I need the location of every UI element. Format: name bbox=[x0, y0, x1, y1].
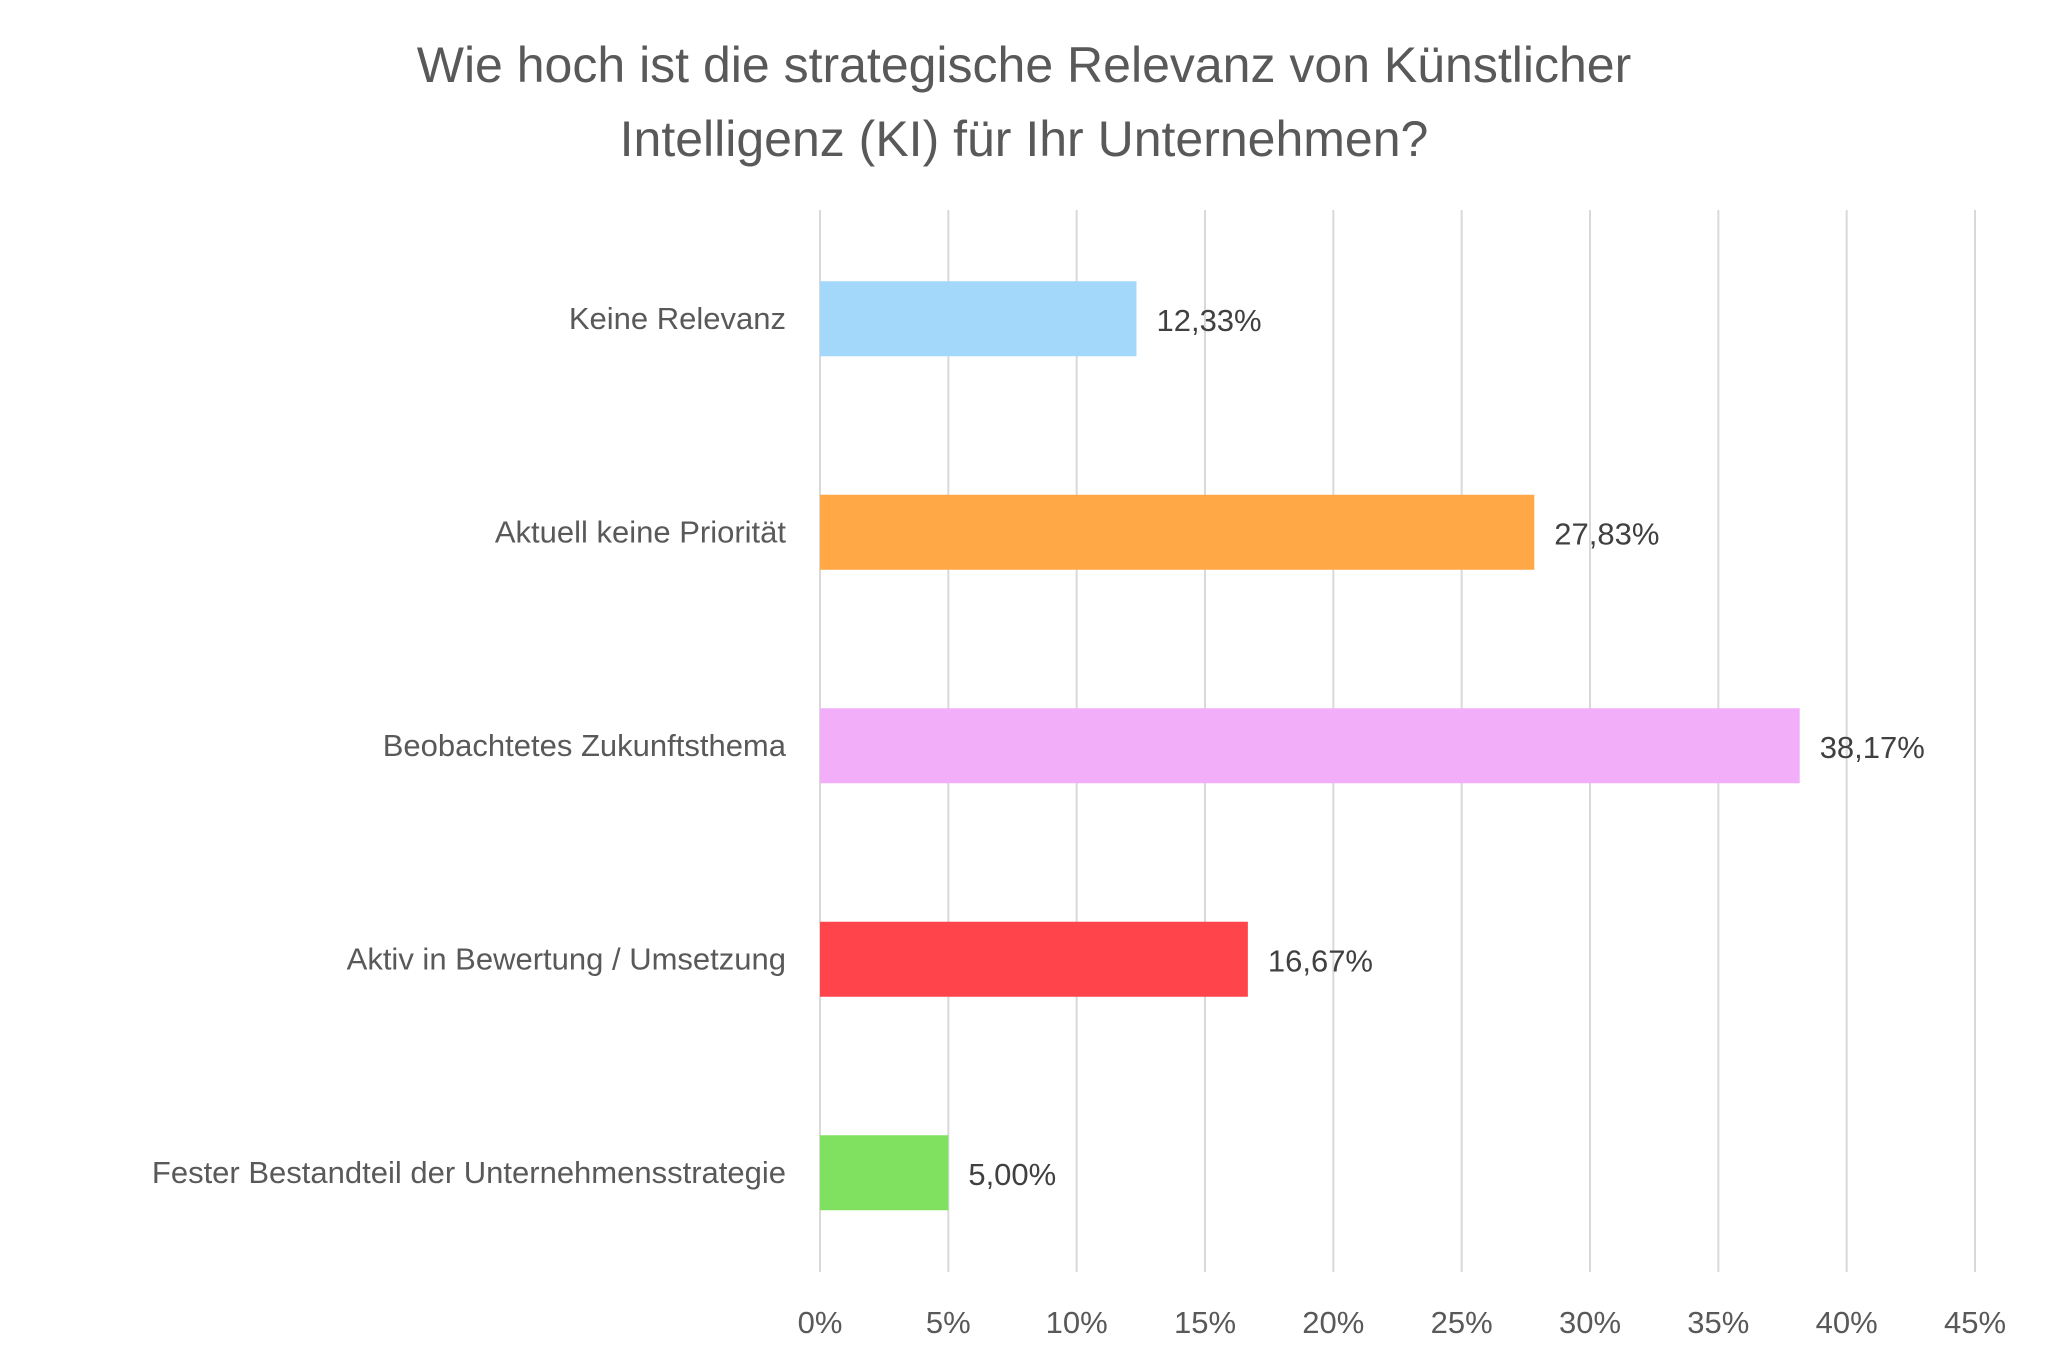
x-tick-label: 0% bbox=[798, 1305, 843, 1340]
bar bbox=[820, 708, 1800, 784]
data-label: 5,00% bbox=[968, 1157, 1056, 1192]
x-axis-tick-labels: 0% 5% 10% 15% 20% 25% 30% 35% 40% 45% bbox=[798, 1305, 2006, 1340]
value-labels: 12,33% 27,83% 38,17% 16,67% 5,00% bbox=[968, 303, 1925, 1192]
bars bbox=[820, 281, 1800, 1211]
x-tick-label: 25% bbox=[1431, 1305, 1493, 1340]
category-label: Aktuell keine Priorität bbox=[495, 514, 787, 549]
x-tick-label: 45% bbox=[1944, 1305, 2006, 1340]
data-label: 16,67% bbox=[1268, 943, 1373, 978]
category-label: Keine Relevanz bbox=[569, 301, 786, 336]
x-tick-label: 5% bbox=[926, 1305, 971, 1340]
bar bbox=[820, 494, 1535, 570]
bar bbox=[820, 1135, 949, 1211]
data-label: 27,83% bbox=[1554, 516, 1659, 551]
bar bbox=[820, 281, 1137, 357]
chart-title-line-2: Intelligenz (KI) für Ihr Unternehmen? bbox=[619, 111, 1429, 167]
category-label: Beobachtetes Zukunftsthema bbox=[383, 728, 787, 763]
x-tick-label: 35% bbox=[1687, 1305, 1749, 1340]
bar bbox=[820, 921, 1248, 997]
x-tick-label: 30% bbox=[1559, 1305, 1621, 1340]
x-tick-label: 20% bbox=[1302, 1305, 1364, 1340]
chart-title-line-1: Wie hoch ist die strategische Relevanz v… bbox=[416, 37, 1632, 93]
category-label: Fester Bestandteil der Unternehmensstrat… bbox=[152, 1155, 786, 1190]
category-labels: Keine Relevanz Aktuell keine Priorität Beo… bbox=[152, 301, 787, 1190]
chart-title: Wie hoch ist die strategische Relevanz v… bbox=[0, 28, 2048, 176]
data-label: 38,17% bbox=[1820, 730, 1925, 765]
x-tick-label: 15% bbox=[1174, 1305, 1236, 1340]
x-tick-label: 40% bbox=[1816, 1305, 1878, 1340]
x-tick-label: 10% bbox=[1046, 1305, 1108, 1340]
data-label: 12,33% bbox=[1156, 303, 1261, 338]
category-label: Aktiv in Bewertung / Umsetzung bbox=[347, 941, 786, 976]
